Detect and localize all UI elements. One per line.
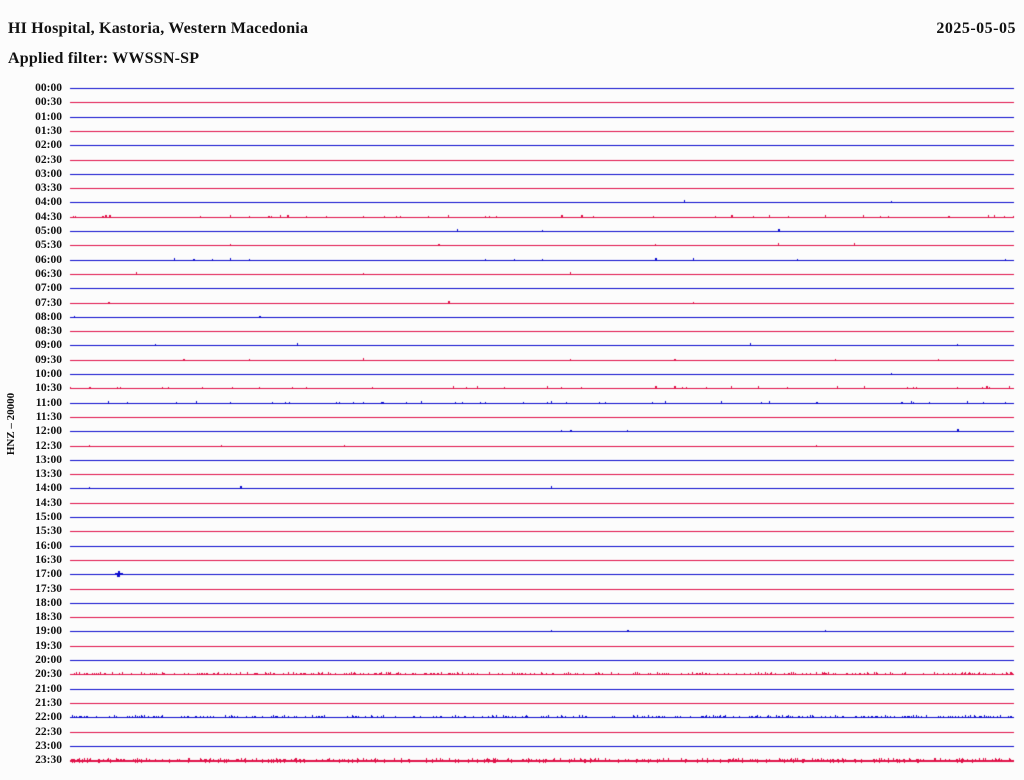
helicorder-page: HI Hospital, Kastoria, Western Macedonia… — [0, 0, 1024, 780]
seismogram-trace-plot — [0, 0, 1024, 780]
